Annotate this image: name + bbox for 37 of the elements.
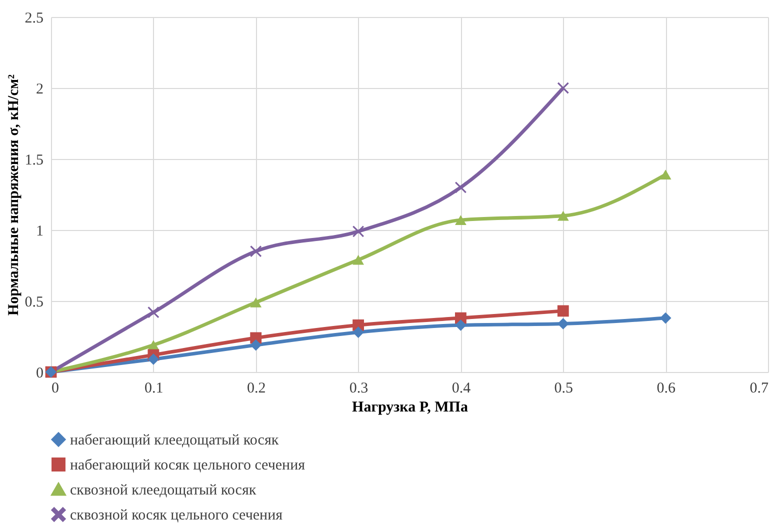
point [250,339,262,351]
point [148,340,160,350]
point [557,210,569,221]
x-tick-label: 0.7 [750,380,769,396]
x-tick-label: 0.1 [144,380,164,396]
x-tick-label: 0.2 [246,380,266,396]
y-tick-label: 0 [36,366,44,382]
point [557,82,569,94]
point [148,354,160,365]
y-axis-title: Нормальные напряжения σ, кН/см² [6,74,22,316]
point [352,326,364,338]
legend-label: сквозной клеедощатый косяк [70,482,257,498]
point [455,182,466,194]
point [250,297,262,308]
x-tick-label: 0.4 [452,380,472,396]
y-tick-label: 2 [36,82,44,98]
x-tick-label: 0.5 [554,380,574,396]
y-tick-label: 2.5 [24,10,44,26]
y-tick-label: 1 [36,224,44,240]
point [455,319,466,331]
y-tick-label: 0.5 [24,294,44,310]
x-tick-label: 0.3 [349,380,368,396]
x-tick-label: 0.6 [656,380,676,396]
x-axis-title: Нагрузка P, МПа [352,400,468,416]
point [352,254,364,265]
y-tick-label: 1.5 [24,152,44,168]
point [352,226,364,238]
legend-label: сквозной косяк цельного сечения [70,508,283,524]
point [557,305,569,317]
point [557,318,569,330]
point [148,306,160,318]
point [250,246,262,257]
x-tick-label: 0 [52,380,59,396]
legend-label: набегающий клеедощатый косяк [70,432,280,448]
point [660,170,672,180]
legend-label: набегающий косяк цельного сечения [70,458,306,474]
point [455,215,466,225]
